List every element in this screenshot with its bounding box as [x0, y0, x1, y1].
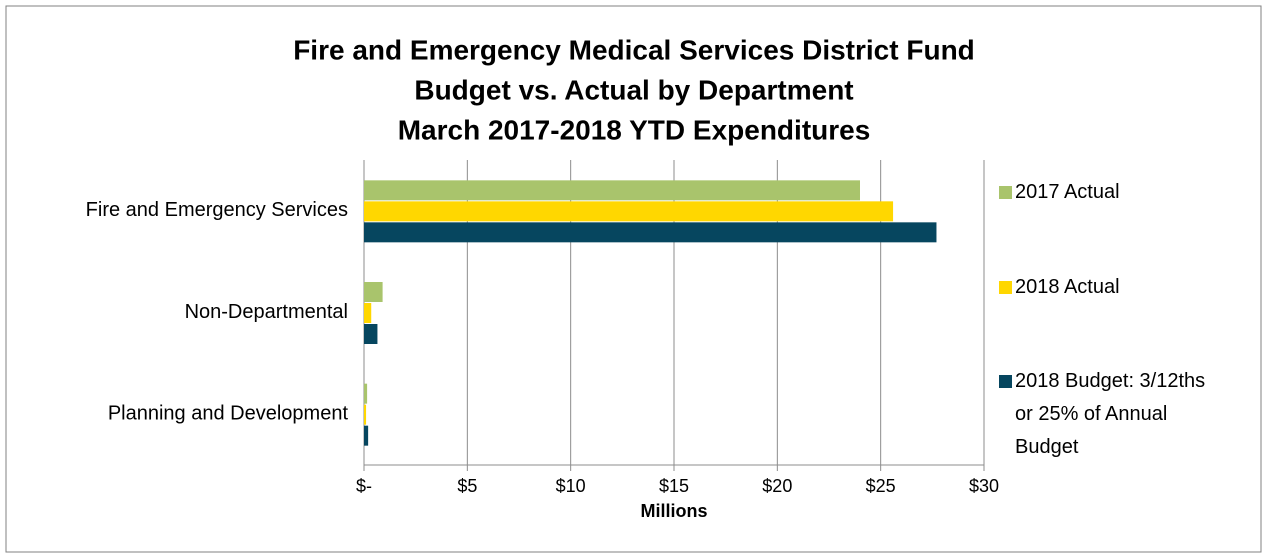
x-tick-label: $30	[969, 476, 999, 496]
bar	[364, 303, 372, 323]
x-tick-label: $10	[556, 476, 586, 496]
y-tick-label: Fire and Emergency Services	[86, 199, 348, 221]
x-axis-label: Millions	[641, 501, 708, 521]
legend-label: 2017 Actual	[1015, 181, 1120, 203]
legend-label: 2018 Actual	[1015, 276, 1120, 298]
legend-label: 2018 Budget: 3/12ths or 25% of Annual Bu…	[1015, 370, 1206, 458]
chart-title: Budget vs. Actual by Department	[414, 74, 853, 105]
chart-title: Fire and Emergency Medical Services Dist…	[293, 34, 975, 65]
bar	[364, 201, 894, 222]
chart-frame	[5, 5, 1262, 553]
y-tick-label: Planning and Development	[108, 402, 349, 424]
x-tick-label: $25	[866, 476, 896, 496]
bar	[364, 222, 937, 243]
bar	[364, 282, 383, 302]
bar	[364, 404, 367, 425]
y-tick-label: Non-Departmental	[185, 301, 348, 323]
x-tick-label: $-	[356, 476, 372, 496]
legend-swatch	[999, 375, 1012, 388]
chart-title: March 2017-2018 YTD Expenditures	[398, 114, 871, 145]
bar	[364, 383, 368, 404]
x-tick-label: $20	[762, 476, 792, 496]
bar	[364, 180, 860, 201]
bar	[364, 324, 378, 344]
x-tick-label: $5	[457, 476, 477, 496]
x-tick-label: $15	[659, 476, 689, 496]
bar	[364, 425, 369, 446]
legend-swatch	[999, 281, 1012, 294]
legend-swatch	[999, 186, 1012, 199]
